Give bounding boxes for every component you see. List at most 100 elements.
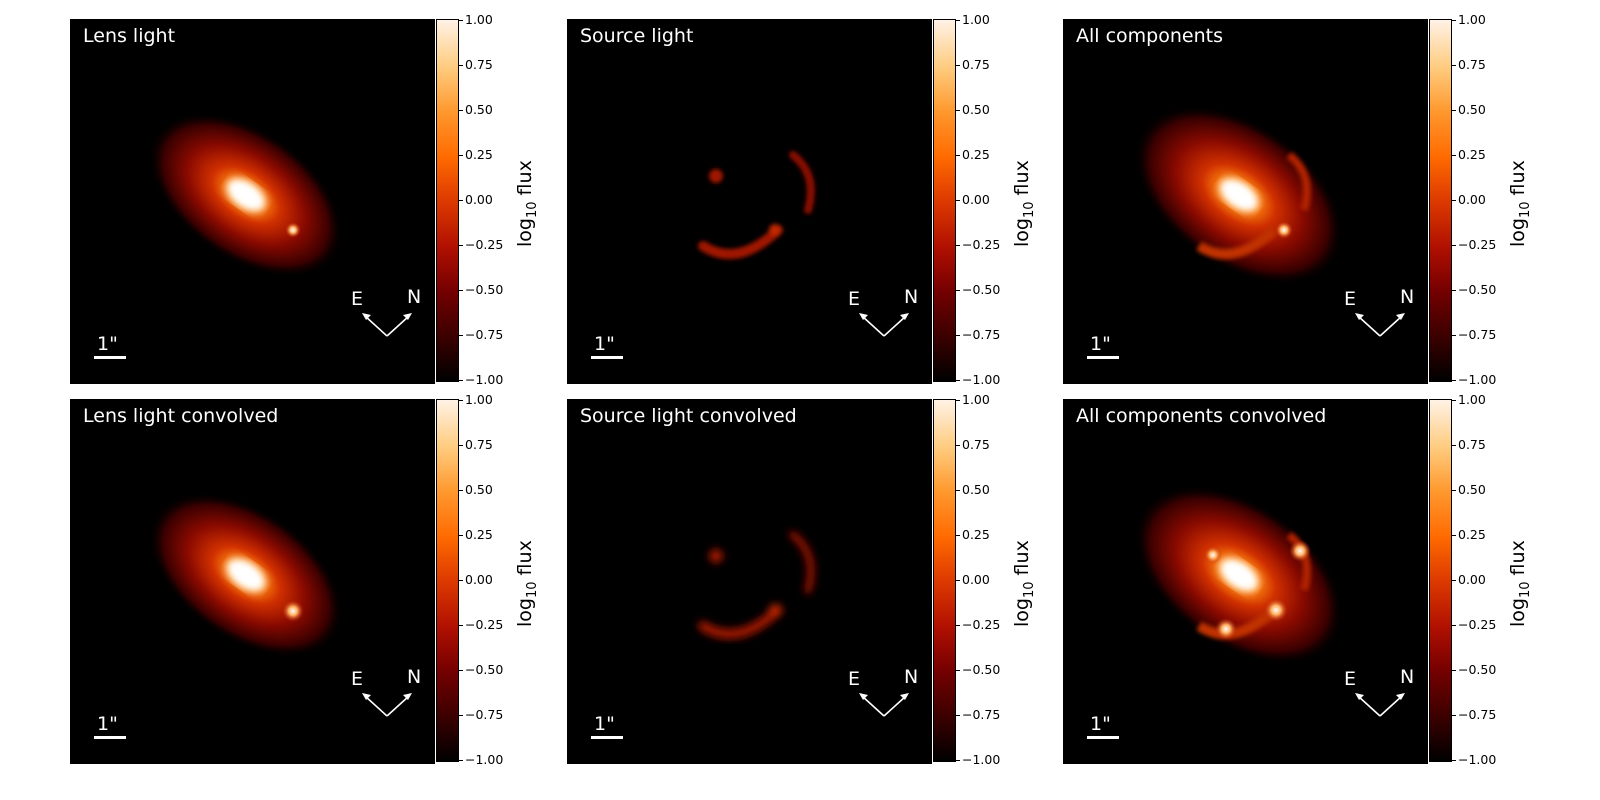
colorbar-tick xyxy=(1452,380,1456,381)
colorbar-label-sub: 10 xyxy=(1517,581,1533,599)
image-render xyxy=(1133,485,1345,665)
colorbar-tick xyxy=(1452,715,1456,716)
colorbar-label: log10 flux xyxy=(514,160,540,247)
colorbar-tick xyxy=(956,20,960,21)
scale-bar xyxy=(94,356,126,359)
image-panel: Source light convolved 1" E N xyxy=(567,399,932,764)
colorbar-tick xyxy=(459,670,463,671)
colorbar-tick xyxy=(956,380,960,381)
colorbar-label-tail: flux xyxy=(514,540,536,582)
image-panel: Source light 1" E N xyxy=(567,19,932,384)
colorbar-tick xyxy=(459,715,463,716)
colorbar-tick-label: −0.25 xyxy=(962,237,1001,252)
colorbar-label-main: log xyxy=(514,598,536,627)
colorbar-tick xyxy=(956,625,960,626)
colorbar-tick-label: −0.50 xyxy=(465,282,504,297)
colorbar-tick-label: 0.75 xyxy=(465,437,493,452)
colorbar-tick-label: 1.00 xyxy=(962,392,990,407)
image-panel: Lens light 1" E N xyxy=(70,19,435,384)
colorbar-tick xyxy=(459,445,463,446)
colorbar-tick xyxy=(956,200,960,201)
panel-title: All components convolved xyxy=(1076,405,1327,427)
scale-bar-label: 1" xyxy=(97,713,118,735)
north-label: N xyxy=(407,286,422,308)
colorbar-tick xyxy=(1452,20,1456,21)
colorbar-label-sub: 10 xyxy=(1021,201,1037,219)
east-label: E xyxy=(848,668,861,690)
colorbar xyxy=(933,19,956,382)
colorbar-tick-label: −0.75 xyxy=(465,327,504,342)
image-render xyxy=(148,112,344,278)
scale-bar-label: 1" xyxy=(1090,713,1111,735)
colorbar-tick xyxy=(1452,760,1456,761)
north-label: N xyxy=(1400,286,1415,308)
colorbar-label-main: log xyxy=(514,218,536,247)
panel-title: Source light convolved xyxy=(580,405,797,427)
colorbar-tick xyxy=(956,245,960,246)
colorbar-tick xyxy=(1452,335,1456,336)
colorbar-label-sub: 10 xyxy=(524,201,540,219)
colorbar-tick-label: 0.00 xyxy=(1458,572,1486,587)
compass-arrows-icon xyxy=(859,693,909,717)
colorbar-tick xyxy=(459,580,463,581)
colorbar-tick xyxy=(459,200,463,201)
colorbar-tick-label: −1.00 xyxy=(1458,752,1497,767)
colorbar-label-main: log xyxy=(1011,598,1033,627)
colorbar-tick-label: −0.75 xyxy=(1458,707,1497,722)
east-label: E xyxy=(848,288,861,310)
colorbar-tick xyxy=(459,20,463,21)
colorbar-tick-label: −0.75 xyxy=(962,707,1001,722)
colorbar-tick-label: 0.75 xyxy=(465,57,493,72)
colorbar-tick xyxy=(1452,625,1456,626)
colorbar-label-tail: flux xyxy=(1507,160,1529,202)
colorbar-tick xyxy=(956,290,960,291)
image-render xyxy=(1133,105,1345,285)
colorbar-tick-label: 0.25 xyxy=(465,527,493,542)
colorbar-label-sub: 10 xyxy=(524,581,540,599)
colorbar-tick xyxy=(1452,155,1456,156)
image-render xyxy=(148,492,344,658)
colorbar-tick-label: 0.75 xyxy=(962,437,990,452)
colorbar-label-sub: 10 xyxy=(1021,581,1037,599)
colorbar-tick-label: 1.00 xyxy=(465,392,493,407)
colorbar-tick xyxy=(956,760,960,761)
colorbar-tick xyxy=(956,110,960,111)
colorbar-tick-label: −0.50 xyxy=(962,282,1001,297)
east-label: E xyxy=(351,668,364,690)
colorbar-tick xyxy=(956,580,960,581)
colorbar-tick-label: 0.00 xyxy=(962,572,990,587)
colorbar-tick-label: −0.50 xyxy=(465,662,504,677)
colorbar-tick-label: 0.00 xyxy=(465,192,493,207)
colorbar xyxy=(436,19,459,382)
compass-arrows-icon xyxy=(362,693,412,717)
image-panel: All components convolved 1" E N xyxy=(1063,399,1428,764)
colorbar-tick xyxy=(956,335,960,336)
colorbar-label: log10 flux xyxy=(514,540,540,627)
colorbar-label-tail: flux xyxy=(514,160,536,202)
colorbar-tick-label: 1.00 xyxy=(1458,12,1486,27)
scale-bar xyxy=(591,356,623,359)
colorbar-tick xyxy=(956,65,960,66)
colorbar-label: log10 flux xyxy=(1507,540,1533,627)
colorbar-tick-label: 1.00 xyxy=(1458,392,1486,407)
colorbar-tick-label: 1.00 xyxy=(465,12,493,27)
east-label: E xyxy=(1344,288,1357,310)
colorbar-tick xyxy=(459,535,463,536)
colorbar-tick xyxy=(1452,490,1456,491)
compass-arrows-icon xyxy=(1355,693,1405,717)
colorbar-tick xyxy=(956,155,960,156)
colorbar-tick-label: 0.50 xyxy=(962,102,990,117)
colorbar-tick-label: 0.25 xyxy=(1458,147,1486,162)
colorbar-tick xyxy=(956,715,960,716)
colorbar-tick-label: −0.50 xyxy=(962,662,1001,677)
compass-arrows-icon xyxy=(859,313,909,337)
colorbar-label-main: log xyxy=(1011,218,1033,247)
colorbar-label-main: log xyxy=(1507,598,1529,627)
colorbar-tick xyxy=(956,400,960,401)
colorbar-tick-label: 0.25 xyxy=(962,527,990,542)
north-label: N xyxy=(904,286,919,308)
colorbar-tick-label: 0.25 xyxy=(465,147,493,162)
colorbar-tick xyxy=(459,110,463,111)
panel-title: Lens light convolved xyxy=(83,405,279,427)
colorbar-tick xyxy=(459,760,463,761)
